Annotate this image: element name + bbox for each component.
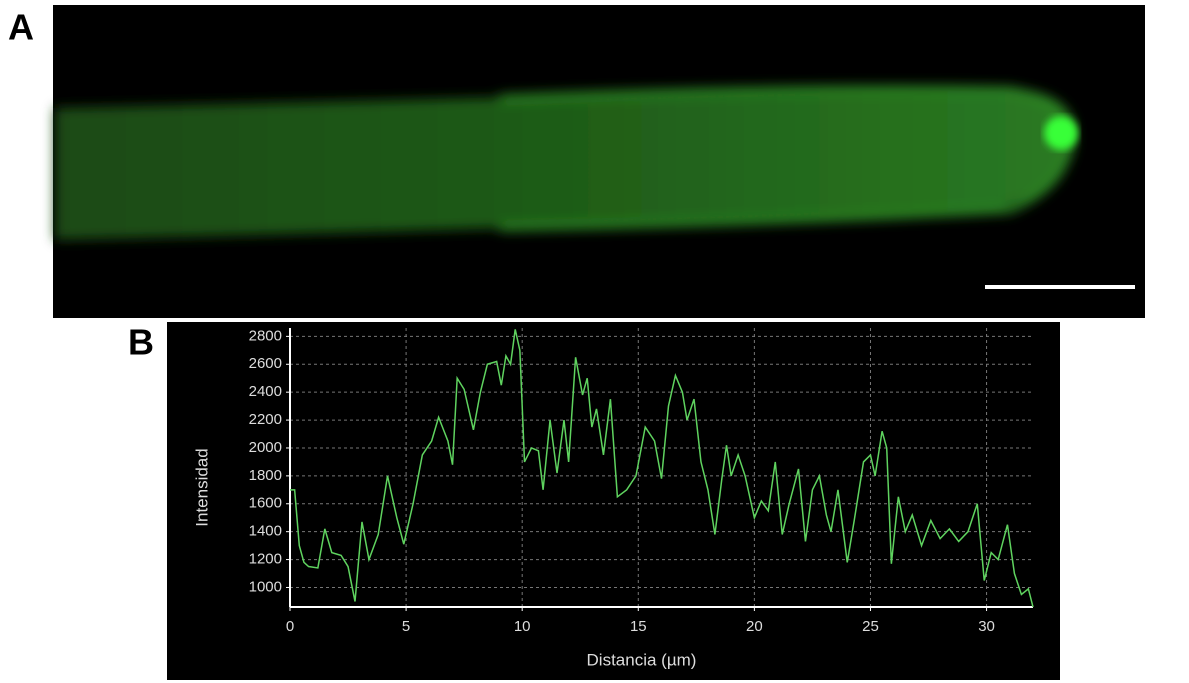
y-tick-label: 1000 [249, 578, 282, 595]
x-tick-label: 20 [746, 618, 763, 635]
page: A B 1000 1200 1400 1600 1800 2000 2200 2400 2600… [0, 0, 1189, 683]
x-tick-label: 5 [402, 618, 410, 635]
y-tick-label: 1400 [249, 523, 282, 540]
x-axis-title: Distancia (µm) [587, 650, 697, 669]
y-tick-label: 2600 [249, 355, 282, 372]
y-tick-label: 1200 [249, 551, 282, 568]
x-tick-label: 0 [286, 618, 294, 635]
panel-label: A [8, 7, 34, 48]
tip-spot [1044, 116, 1078, 150]
x-tick-label: 25 [862, 618, 879, 635]
y-tick-label: 2800 [249, 327, 282, 344]
panel-label: B [128, 322, 154, 363]
figure: A B 1000 1200 1400 1600 1800 2000 2200 2400 2600… [0, 0, 1189, 683]
x-tick-label: 15 [630, 618, 647, 635]
y-tick-label: 2200 [249, 411, 282, 428]
y-tick-label: 2400 [249, 383, 282, 400]
y-tick-label: 2000 [249, 439, 282, 456]
y-tick-label: 1600 [249, 495, 282, 512]
x-tick-label: 30 [978, 618, 995, 635]
hypha [55, 88, 1075, 240]
y-tick-label: 1800 [249, 467, 282, 484]
plot-background [167, 322, 1060, 680]
y-axis-title: Intensidad [192, 448, 211, 526]
x-tick-label: 10 [514, 618, 531, 635]
